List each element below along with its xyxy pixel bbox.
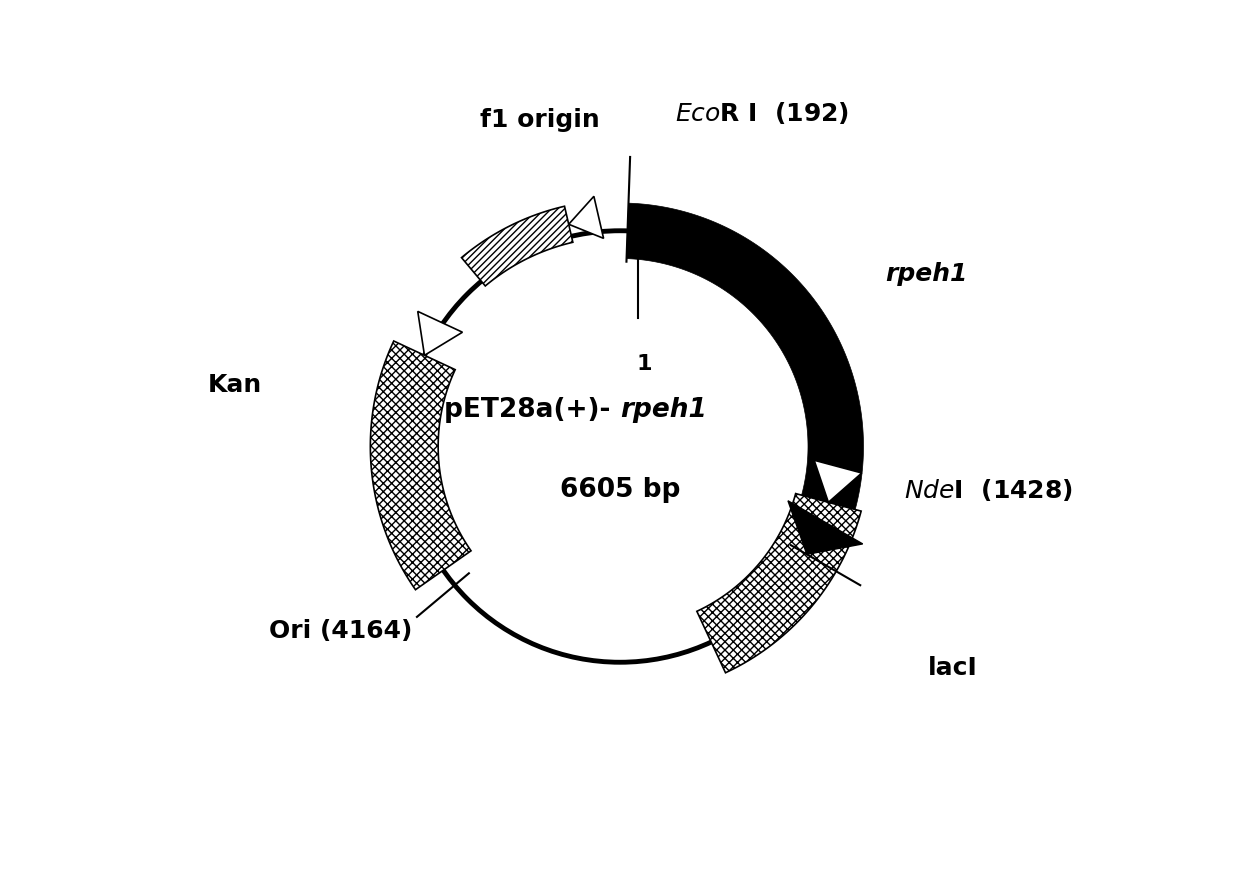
PathPatch shape [626,204,863,568]
Text: Ori (4164): Ori (4164) [269,620,412,644]
Text: $\it{Nde}$I  (1428): $\it{Nde}$I (1428) [904,477,1073,503]
PathPatch shape [569,196,604,238]
PathPatch shape [371,341,471,589]
Text: 6605 bp: 6605 bp [559,477,681,503]
PathPatch shape [815,460,862,503]
Text: 1: 1 [637,354,652,374]
Text: lacI: lacI [929,656,978,680]
Text: pET28a(+)-: pET28a(+)- [444,396,620,422]
Text: Kan: Kan [208,373,263,396]
PathPatch shape [418,312,463,355]
Text: f1 origin: f1 origin [480,108,600,132]
PathPatch shape [787,501,863,555]
PathPatch shape [697,494,861,672]
PathPatch shape [461,206,573,286]
Text: $\it{Eco}$R I  (192): $\it{Eco}$R I (192) [676,100,849,126]
Text: rpeh1: rpeh1 [885,262,967,286]
Text: rpeh1: rpeh1 [620,396,707,422]
